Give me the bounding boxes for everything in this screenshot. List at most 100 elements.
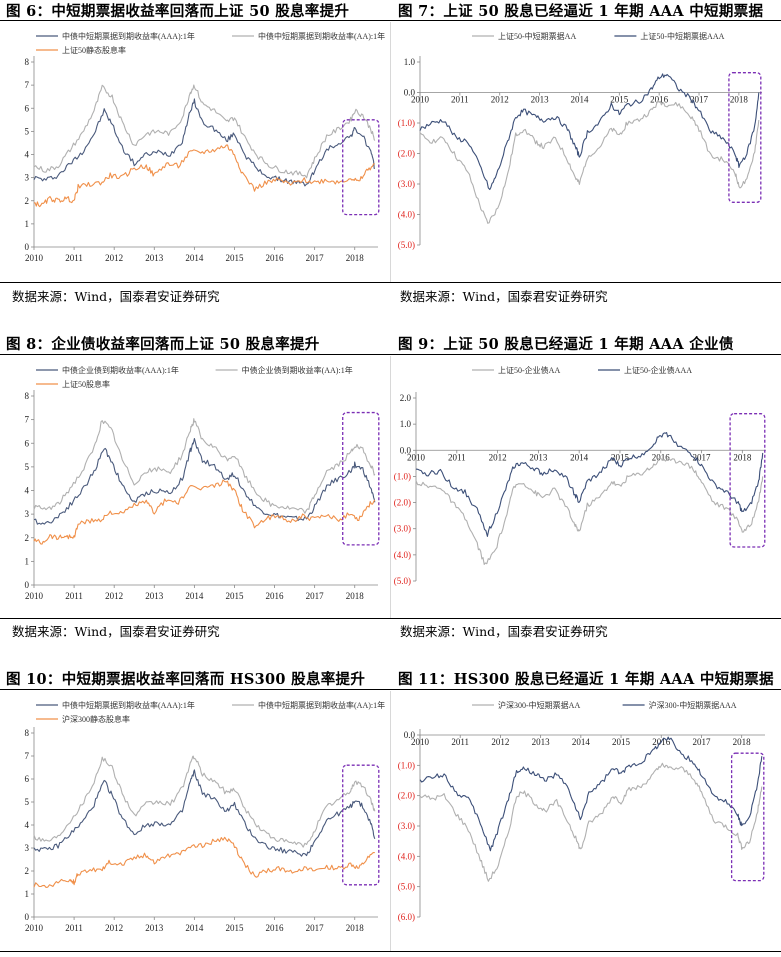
y-tick-label: 1.0 [404, 57, 416, 67]
y-tick-label: 7 [25, 80, 30, 90]
x-tick-label: 2016 [652, 452, 671, 462]
legend-label-1: 中债企业债到期收益率(AAA):1年 [62, 365, 179, 375]
series-line-1 [33, 437, 376, 525]
x-tick-label: 2013 [145, 923, 164, 933]
y-tick-label: (3.0) [398, 821, 415, 831]
y-tick-label: (2.0) [398, 791, 415, 801]
legend-label-2: 上证50-中短期票据AAA [640, 31, 724, 41]
series-line-3 [34, 144, 375, 208]
y-tick-label: (5.0) [394, 576, 411, 586]
x-tick-label: 2012 [105, 923, 123, 933]
legend-label-1: 上证50-企业债AA [498, 365, 560, 375]
series-line-2 [415, 432, 764, 537]
rule-top-2 [0, 354, 781, 355]
x-tick-label: 2014 [185, 591, 204, 601]
x-tick-label: 2013 [531, 95, 550, 105]
y-tick-label: 0.0 [400, 445, 412, 455]
y-tick-label: (6.0) [398, 912, 415, 922]
figure-8-title: 图 8：企业债收益率回落而上证 50 股息率提升 [6, 336, 320, 353]
y-tick-label: 7 [25, 751, 30, 761]
x-tick-label: 2015 [225, 923, 244, 933]
series-line-1 [415, 457, 764, 565]
x-tick-label: 2013 [145, 591, 164, 601]
legend-label-2: 中债中短期票据到期收益率(AA):1年 [258, 700, 385, 710]
figure-6-title: 图 6：中短期票据收益率回落而上证 50 股息率提升 [6, 3, 350, 20]
rule-top-1 [0, 20, 781, 21]
y-tick-label: (5.0) [398, 882, 415, 892]
x-tick-label: 2010 [411, 95, 430, 105]
rule-top-3 [0, 689, 781, 690]
series-line-2 [33, 755, 376, 848]
x-tick-label: 2017 [306, 253, 325, 263]
legend-label-2: 中债中短期票据到期收益率(AA):1年 [258, 31, 385, 41]
rule-bottom-2 [0, 618, 781, 619]
figure-8-chart: 中债企业债到期收益率(AAA):1年 中债企业债到期收益率(AA):1年上证50股… [25, 365, 380, 601]
y-tick-label: 0.0 [404, 730, 416, 740]
y-tick-label: 1 [25, 556, 30, 566]
y-tick-label: (1.0) [394, 471, 411, 481]
x-tick-label: 2011 [65, 253, 83, 263]
x-tick-label: 2018 [346, 923, 365, 933]
x-tick-label: 2012 [489, 452, 507, 462]
x-tick-label: 2017 [693, 452, 712, 462]
y-tick-label: 5 [25, 462, 30, 472]
x-tick-label: 2015 [225, 591, 244, 601]
legend-label-2: 上证50-企业债AAA [624, 365, 692, 375]
x-tick-label: 2015 [225, 253, 244, 263]
y-tick-label: 2 [25, 196, 30, 206]
x-tick-label: 2014 [185, 923, 204, 933]
figure-9-title: 图 9：上证 50 股息已经逼近 1 年期 AAA 企业债 [398, 336, 734, 353]
x-tick-label: 2013 [532, 737, 551, 747]
y-tick-label: 0.0 [404, 88, 416, 98]
figure-6-source: 数据来源：Wind，国泰君安证券研究 [12, 289, 220, 304]
legend-label-1: 中债中短期票据到期收益率(AAA):1年 [62, 31, 195, 41]
legend-label-2: 沪深300-中短期票据AAA [649, 700, 737, 710]
series-line-1 [33, 769, 376, 857]
x-tick-label: 2016 [266, 591, 285, 601]
legend-label-1: 中债中短期票据到期收益率(AAA):1年 [62, 700, 195, 710]
x-tick-label: 2012 [491, 737, 509, 747]
x-tick-label: 2012 [105, 253, 123, 263]
x-tick-label: 2014 [185, 253, 204, 263]
x-tick-label: 2013 [529, 452, 548, 462]
y-tick-label: 7 [25, 415, 30, 425]
x-tick-label: 2018 [733, 452, 752, 462]
y-tick-label: (3.0) [394, 524, 411, 534]
y-tick-label: 3 [25, 173, 30, 183]
y-tick-label: (4.0) [398, 210, 415, 220]
series-line-2 [419, 73, 760, 191]
series-line-3 [33, 479, 376, 545]
legend-label-2: 中债企业债到期收益率(AA):1年 [242, 365, 353, 375]
x-tick-label: 2012 [105, 591, 123, 601]
y-tick-label: (5.0) [398, 240, 415, 250]
x-tick-label: 2014 [572, 737, 591, 747]
y-tick-label: 4 [25, 150, 30, 160]
series-line-2 [419, 736, 763, 852]
x-tick-label: 2010 [407, 452, 426, 462]
y-tick-label: 0 [25, 242, 30, 252]
figure-9-source: 数据来源：Wind，国泰君安证券研究 [400, 624, 608, 639]
y-tick-label: 3 [25, 509, 30, 519]
y-tick-label: (4.0) [394, 550, 411, 560]
series-line-1 [419, 762, 763, 882]
x-tick-label: 2015 [612, 737, 631, 747]
rule-bottom-3 [0, 951, 781, 952]
figure-7-source: 数据来源：Wind，国泰君安证券研究 [400, 289, 608, 304]
x-tick-label: 2010 [25, 591, 44, 601]
y-tick-label: 8 [25, 728, 30, 738]
x-tick-label: 2010 [25, 253, 44, 263]
series-line-2 [33, 84, 376, 179]
figure-11-title: 图 11：HS300 股息已经逼近 1 年期 AAA 中短期票据 [398, 671, 774, 688]
figure-9-chart: 上证50-企业债AA 上证50-企业债AAA 2.0 1.0 0.0 (1.0) (2.0)… [394, 365, 766, 586]
x-tick-label: 2013 [145, 253, 164, 263]
figure-10-title: 图 10：中短期票据收益率回落而 HS300 股息率提升 [6, 671, 366, 688]
x-tick-label: 2018 [730, 95, 749, 105]
highlight-box [730, 752, 765, 882]
y-tick-label: 5 [25, 126, 30, 136]
legend-label-1: 沪深300-中短期票据AA [498, 700, 580, 710]
y-tick-label: (4.0) [398, 851, 415, 861]
x-tick-label: 2017 [692, 737, 711, 747]
column-divider-3 [390, 691, 391, 951]
x-tick-label: 2014 [570, 95, 589, 105]
highlight-box [342, 764, 380, 886]
